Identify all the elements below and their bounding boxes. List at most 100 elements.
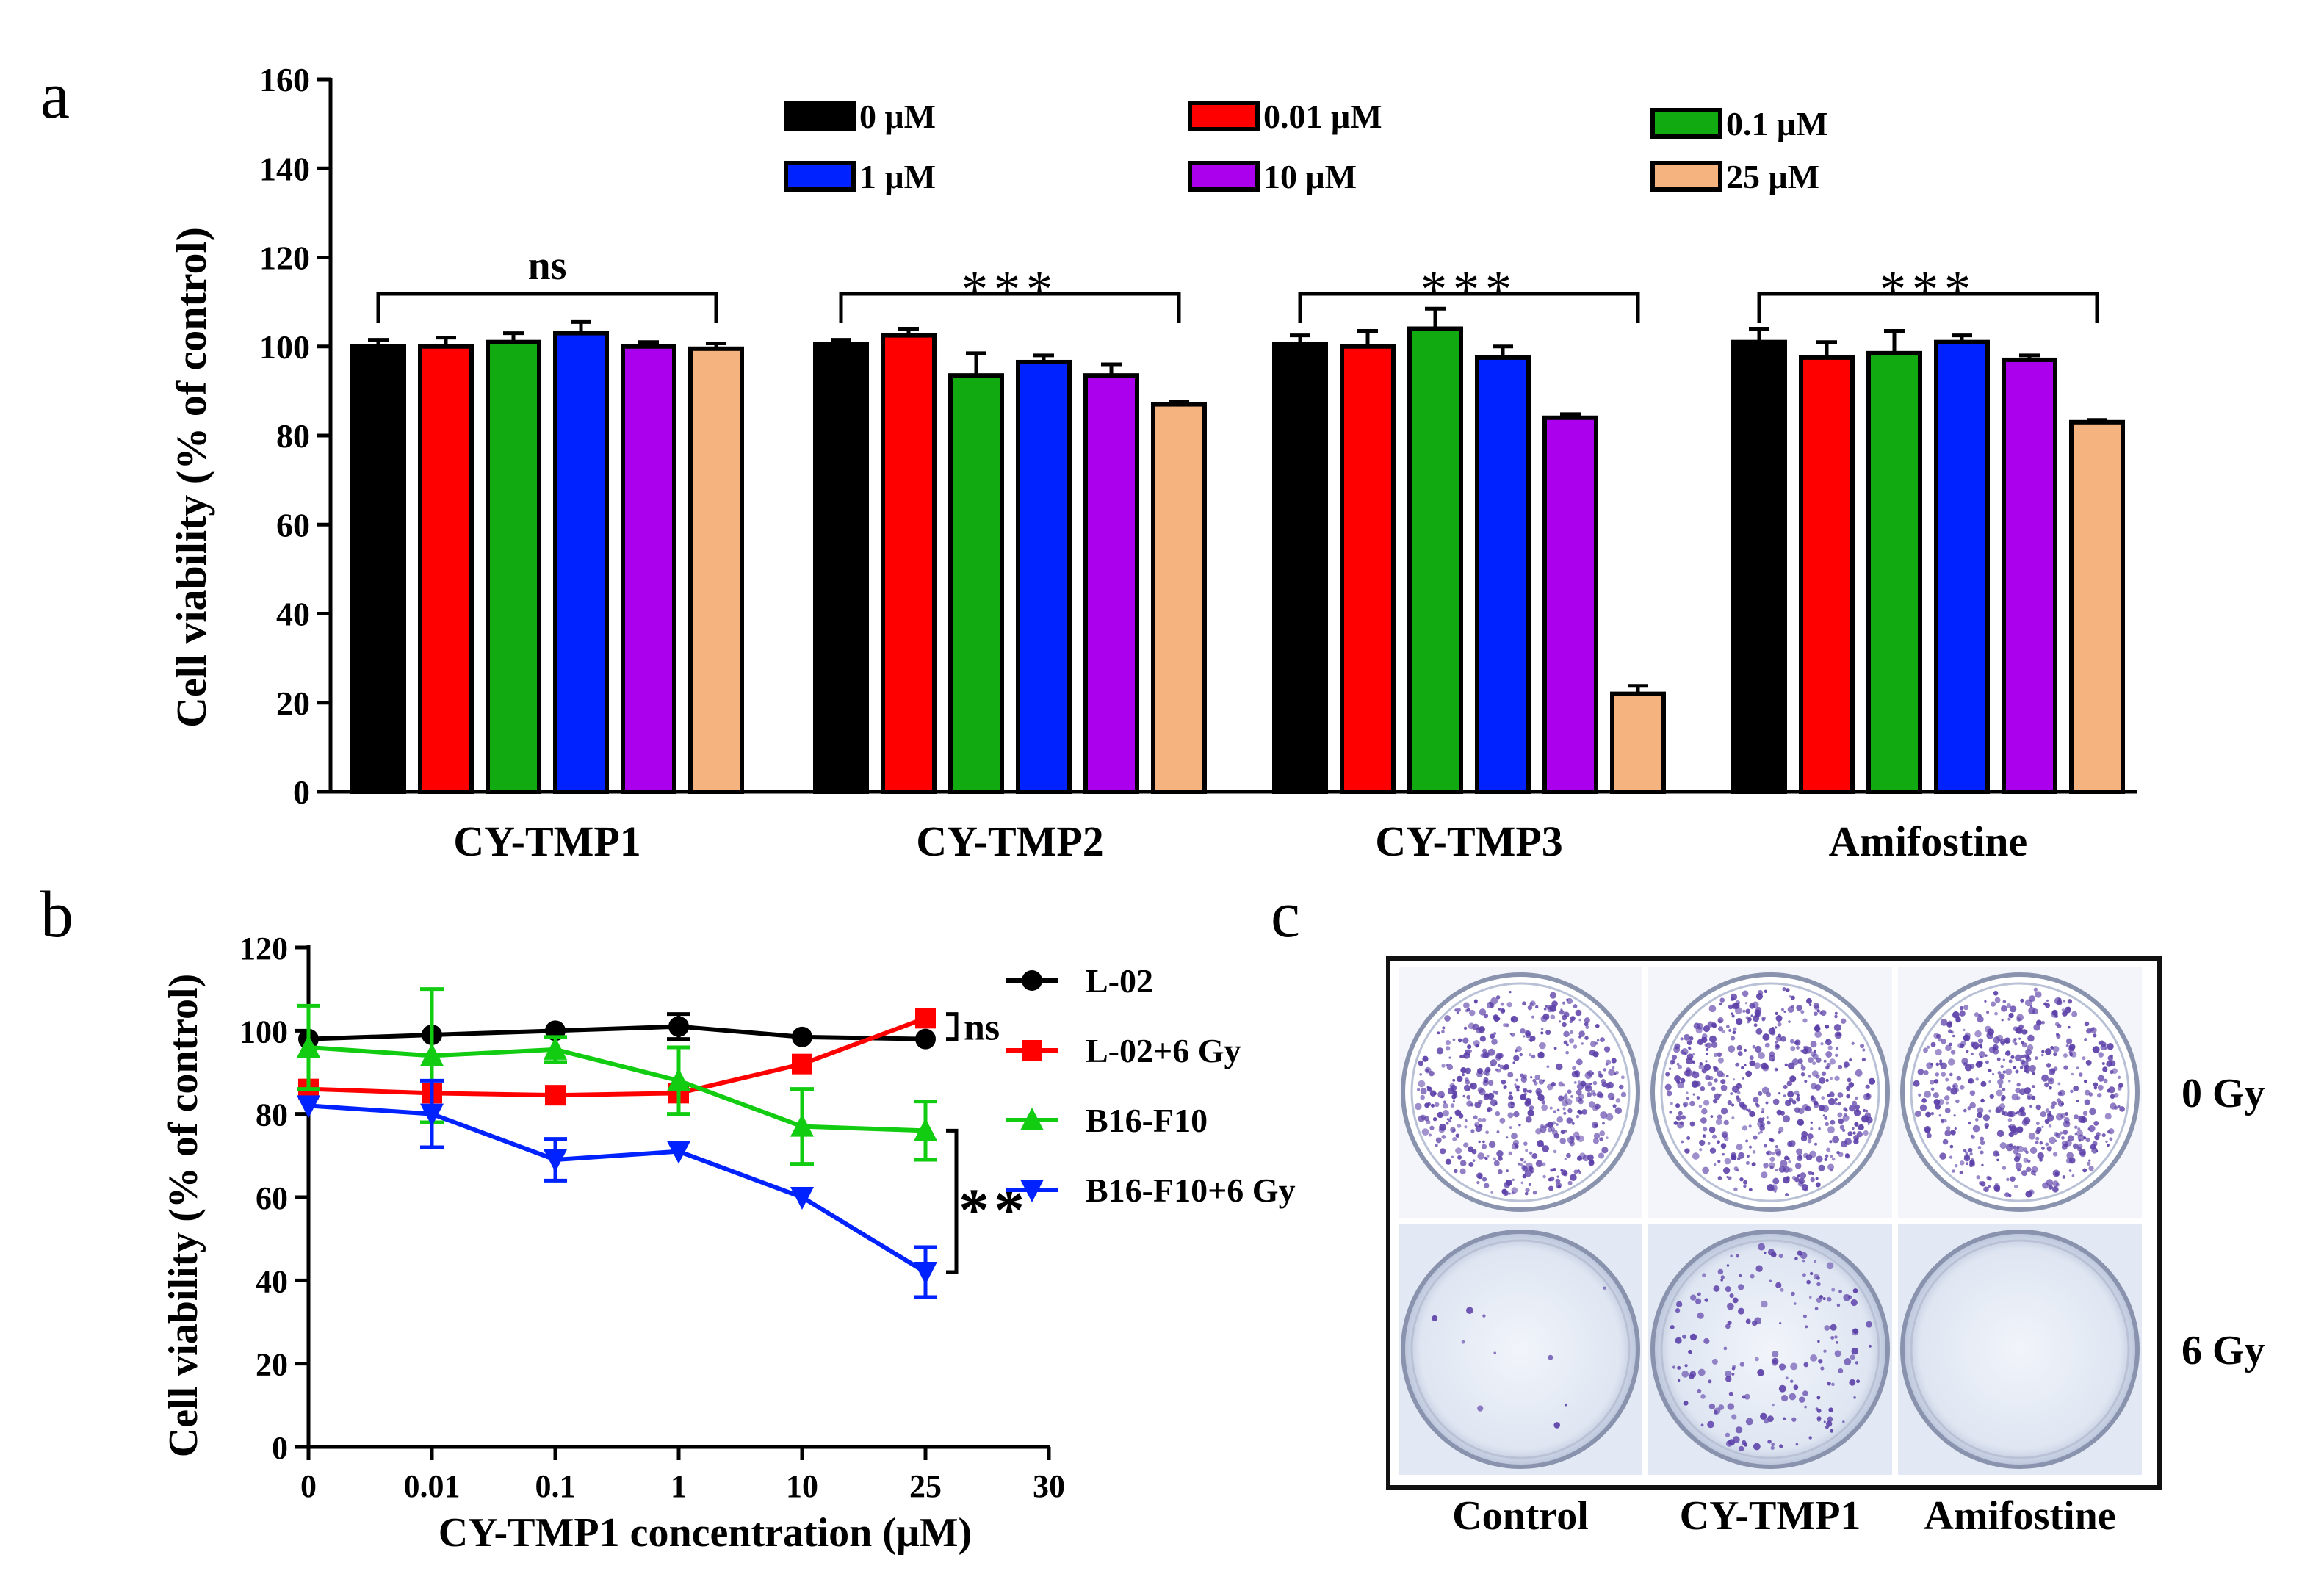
- colony: [1939, 1152, 1946, 1160]
- colony: [1825, 1154, 1829, 1158]
- colony: [2074, 1125, 2078, 1130]
- culture-dish: [1648, 967, 1892, 1218]
- colony: [1455, 1133, 1460, 1138]
- colony: [1866, 1321, 1872, 1328]
- legend-swatch: [1188, 101, 1260, 131]
- colony: [1558, 1081, 1564, 1087]
- colony: [2021, 1119, 2029, 1126]
- colony: [1784, 1063, 1788, 1067]
- colony: [2088, 1124, 2096, 1133]
- colony: [1988, 1185, 1991, 1188]
- colony: [1750, 1014, 1753, 1017]
- colony: [1814, 1011, 1818, 1017]
- colony: [1485, 1072, 1490, 1077]
- colony: [1673, 1121, 1678, 1125]
- colony: [1835, 1102, 1838, 1105]
- colony: [1736, 1097, 1742, 1102]
- colony: [1978, 1051, 1985, 1058]
- colony: [1757, 989, 1764, 996]
- colony: [1769, 1055, 1775, 1061]
- colony: [1600, 1037, 1605, 1042]
- colony: [1739, 1445, 1744, 1452]
- legend-label: 25 μM: [1726, 158, 1819, 195]
- colony: [1720, 1143, 1727, 1149]
- colony: [1819, 1295, 1823, 1299]
- colony: [1793, 1302, 1797, 1305]
- colony: [1686, 1053, 1694, 1060]
- colony: [1520, 1073, 1524, 1078]
- colony: [1760, 1412, 1767, 1420]
- colony: [1803, 1045, 1809, 1051]
- colony: [1745, 1318, 1751, 1324]
- colony: [1966, 1049, 1969, 1053]
- colony: [1775, 1145, 1779, 1149]
- colony: [1838, 1290, 1842, 1293]
- colony: [2092, 1046, 2100, 1053]
- colony: [1566, 1117, 1573, 1124]
- colony: [1468, 1161, 1474, 1167]
- colony: [1493, 1351, 1497, 1354]
- colony: [1549, 1106, 1553, 1110]
- data-point: [544, 1149, 567, 1172]
- colony: [1493, 1032, 1497, 1036]
- colony: [1855, 1069, 1863, 1077]
- colony: [2031, 1166, 2038, 1173]
- colony: [1840, 1018, 1847, 1024]
- colony: [1725, 1376, 1732, 1382]
- colony: [1529, 1151, 1533, 1155]
- colony: [1464, 1119, 1468, 1122]
- colony: [1497, 1064, 1501, 1067]
- colony: [1473, 1115, 1478, 1120]
- colony: [2002, 1166, 2007, 1170]
- colony: [1732, 1030, 1736, 1035]
- colony: [1719, 997, 1725, 1003]
- colony: [1689, 1036, 1694, 1041]
- colony: [1695, 1026, 1703, 1034]
- dish-rim: [1900, 1230, 2140, 1469]
- colony: [1812, 1061, 1816, 1066]
- colony: [2063, 1053, 2068, 1058]
- colony: [2068, 1050, 2072, 1055]
- colony-photo-panel-c: Control CY-TMP1 Amifostine 0 Gy 6 Gy: [1386, 956, 2265, 1539]
- colony: [1800, 1172, 1807, 1180]
- colony: [1493, 1160, 1500, 1166]
- colony: [1508, 1094, 1514, 1101]
- colony: [1769, 1279, 1772, 1283]
- row-label: 0 Gy: [2182, 1071, 2265, 1116]
- colony: [1452, 1038, 1456, 1041]
- colony: [1620, 1091, 1627, 1097]
- colony: [1490, 997, 1498, 1005]
- colony: [1770, 1445, 1775, 1451]
- colony: [1524, 1191, 1529, 1196]
- colony: [1675, 1308, 1681, 1313]
- colony: [1758, 1243, 1766, 1251]
- colony: [1761, 1108, 1765, 1111]
- colony: [1502, 1189, 1509, 1196]
- panel-label-c: c: [1271, 878, 1300, 951]
- colony: [1511, 1142, 1519, 1150]
- colony: [2082, 1111, 2088, 1116]
- legend-label: 10 μM: [1263, 158, 1357, 195]
- colony: [1462, 1037, 1469, 1044]
- colony: [1573, 1131, 1580, 1138]
- bar: [486, 339, 541, 794]
- culture-dish: [1399, 1224, 1642, 1475]
- colony: [1603, 1286, 1606, 1290]
- colony: [1564, 1130, 1567, 1133]
- colony: [1826, 1147, 1831, 1152]
- colony: [2057, 1023, 2062, 1028]
- colony: [1744, 1002, 1748, 1005]
- colony: [1724, 1158, 1731, 1165]
- colony: [2093, 1121, 2099, 1126]
- colony: [1670, 1324, 1675, 1329]
- series-line: [308, 1103, 927, 1274]
- colony: [1790, 1379, 1794, 1383]
- colony: [1680, 1077, 1686, 1083]
- colony: [1969, 1102, 1976, 1109]
- colony: [1678, 1379, 1681, 1382]
- bar: [881, 333, 937, 794]
- colony: [2029, 1147, 2038, 1154]
- colony: [1592, 1051, 1599, 1058]
- bar-chart-panel-a: 0 20 40 60 80 100 120 140 160 ns *** *** *** 0 μM 0.…: [167, 61, 2137, 865]
- colony: [1491, 1039, 1498, 1045]
